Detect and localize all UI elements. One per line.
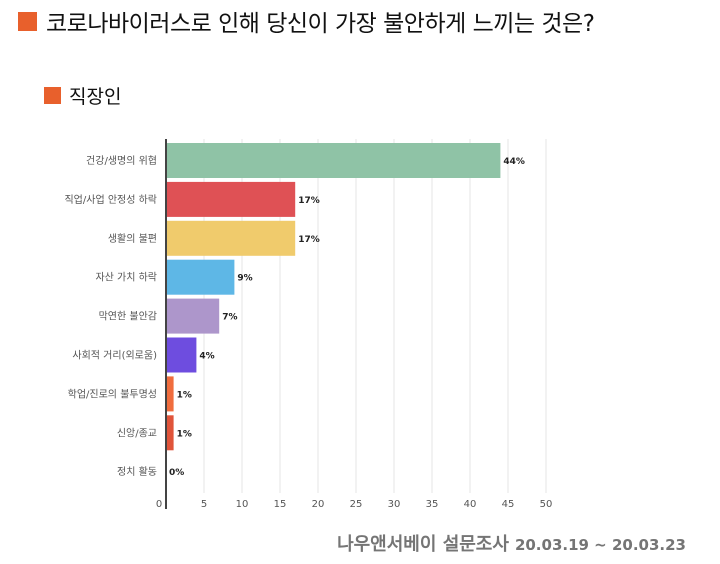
x-tick-label: 35 [426,499,439,510]
category-label: 막연한 불안감 [99,311,157,323]
bar [166,415,174,451]
data-label: 1% [177,429,192,439]
title-row: 코로나바이러스로 인해 당신이 가장 불안하게 느끼는 것은? [18,4,595,38]
category-label: 생활의 불편 [108,232,157,245]
category-label: 학업/진로의 불투명성 [68,387,157,400]
bar [166,143,501,178]
footer: 나우앤서베이 설문조사 20.03.19 ~ 20.03.23 [337,530,686,556]
x-tick-label: 20 [312,499,325,510]
data-label: 9% [237,274,252,284]
x-tick-label: 5 [201,499,207,510]
data-label: 4% [199,352,214,362]
chart-subtitle: 직장인 [69,85,122,108]
subtitle-square-icon [44,86,61,104]
x-tick-label: 10 [236,499,249,510]
bar [166,259,235,295]
category-label: 신앙/종교 [117,427,157,439]
category-label: 정치 활동 [117,465,157,478]
x-tick-label: 0 [156,499,162,510]
x-tick-label: 15 [274,499,287,510]
category-label: 사회적 거리(외로움) [72,350,157,362]
bar [166,220,296,256]
x-tick-label: 40 [464,499,477,510]
title-square-icon [18,11,37,31]
bar [166,337,197,373]
data-label: 17% [298,235,320,245]
footer-brand: 나우앤서베이 설문조사 [337,534,509,555]
category-label: 자산 가치 하락 [95,271,157,284]
x-tick-label: 45 [502,499,515,510]
x-tick-label: 25 [350,499,363,510]
data-label: 44% [503,157,525,167]
x-tick-label: 30 [388,499,401,510]
bar [166,181,296,217]
page-title: 코로나바이러스로 인해 당신이 가장 불안하게 느끼는 것은? [46,11,595,37]
bar [166,376,174,412]
subtitle-row: 직장인 [44,82,121,108]
bar [166,298,220,334]
data-label: 0% [169,468,184,478]
category-label: 직업/사업 안정성 하락 [64,193,157,206]
data-label: 17% [298,196,320,206]
footer-date: 20.03.19 ~ 20.03.23 [514,536,686,554]
data-label: 1% [177,390,192,400]
data-label: 7% [222,313,237,323]
category-label: 건강/생명의 위협 [86,154,157,167]
x-tick-label: 50 [540,499,553,510]
